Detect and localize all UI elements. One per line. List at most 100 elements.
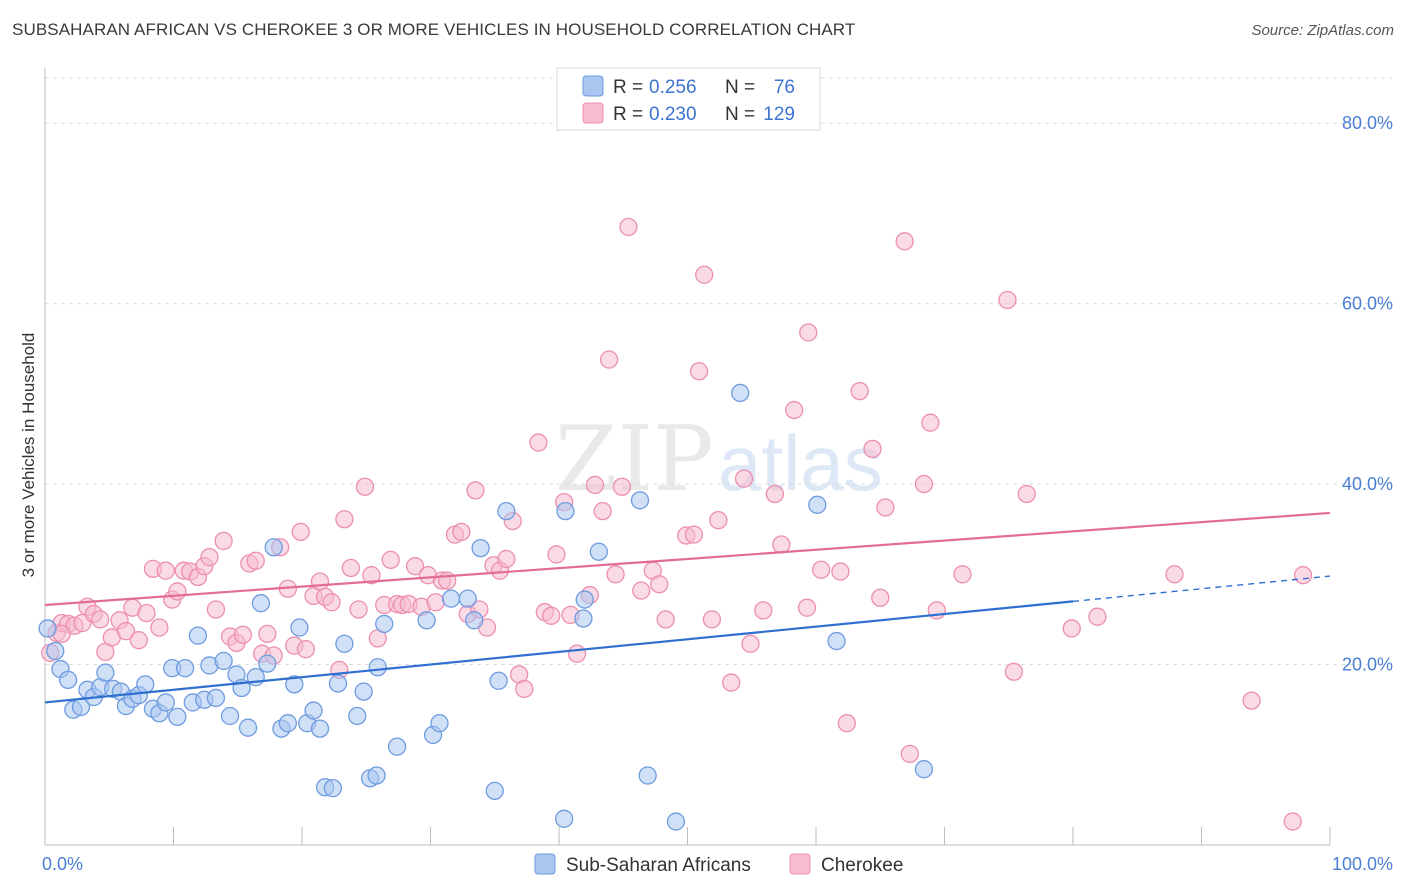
data-point-pink [734, 469, 754, 488]
data-point-pink [831, 562, 850, 581]
data-point-pink [529, 433, 548, 452]
data-point-blue [328, 674, 348, 693]
data-point-pink [466, 481, 485, 500]
data-point-blue [96, 663, 115, 682]
data-point-blue [206, 688, 226, 708]
legend-n-label-2: N = [725, 104, 755, 125]
data-point-blue [575, 590, 594, 609]
data-point-pink [585, 475, 605, 495]
data-point-pink [206, 600, 226, 619]
data-point-blue [387, 737, 407, 756]
data-point-blue [285, 675, 304, 694]
data-point-blue [335, 634, 354, 653]
data-point-pink [741, 634, 760, 653]
chart-title: SUBSAHARAN AFRICAN VS CHEROKEE 3 OR MORE… [12, 20, 856, 39]
data-point-pink [1062, 619, 1081, 638]
data-point-pink [547, 545, 566, 564]
trend-line-pink [44, 511, 1331, 607]
data-point-pink [156, 561, 175, 580]
data-point-pink [200, 547, 219, 567]
data-point-pink [785, 400, 804, 420]
data-point-pink [291, 522, 310, 542]
data-point-blue [38, 619, 57, 638]
chart-source: Source: ZipAtlas.com [1251, 22, 1394, 39]
watermark: ZIP atlas [555, 407, 883, 512]
trend-line-blue [44, 600, 1074, 704]
data-point-blue [323, 779, 342, 798]
trend-lines [44, 511, 1331, 704]
data-point-pink [1017, 484, 1036, 504]
data-point-pink [150, 618, 169, 637]
legend-r-label-2: R = [613, 104, 643, 125]
data-point-blue [556, 501, 575, 521]
data-point-blue [258, 654, 277, 673]
data-point-pink [335, 510, 354, 529]
data-point-pink [515, 679, 534, 699]
data-point-pink [656, 610, 675, 629]
y-axis-title: 3 or more Vehicles in Household [19, 333, 38, 578]
data-point-pink [876, 498, 895, 517]
data-point-pink [355, 477, 375, 496]
data-point-blue [136, 675, 155, 694]
data-point-blue [278, 714, 298, 733]
data-point-pink [998, 290, 1017, 310]
data-point-blue [375, 614, 394, 634]
data-point-pink [632, 581, 651, 600]
data-point-blue [808, 495, 827, 514]
data-point-pink [214, 531, 233, 551]
data-point-pink [921, 413, 940, 432]
data-point-pink [567, 644, 587, 663]
data-point-blue [630, 491, 650, 510]
data-point-pink [772, 535, 791, 554]
data-point-pink [754, 601, 773, 620]
data-point-blue [156, 693, 175, 712]
bottom-legend-swatch-pink [789, 853, 811, 875]
data-point-blue [220, 706, 240, 726]
tick-labels: 20.0% 40.0% 60.0% 80.0% 0.0% 100.0% [42, 113, 1393, 874]
legend-r-value-1: 0.256 [649, 77, 697, 98]
data-point-blue [290, 618, 309, 637]
data-point-pink [116, 621, 136, 641]
data-point-pink [722, 673, 741, 692]
y-tick-label: 40.0% [1342, 474, 1393, 494]
data-point-pink [168, 582, 187, 601]
bottom-legend-label-pink: Cherokee [821, 855, 903, 876]
x-tick-label: 100.0% [1332, 854, 1393, 874]
data-point-pink [381, 550, 400, 570]
data-point-blue [304, 701, 323, 720]
data-point-blue [310, 719, 330, 738]
data-points [38, 217, 1313, 831]
data-point-blue [251, 594, 271, 613]
data-point-pink [1004, 662, 1024, 681]
data-point-pink [129, 631, 148, 650]
data-point-pink [362, 566, 381, 585]
data-point-pink [619, 217, 638, 237]
data-point-pink [341, 558, 360, 578]
data-point-pink [702, 610, 722, 629]
legend-n-value-1: 76 [774, 77, 795, 98]
legend-r-label-1: R = [613, 77, 643, 98]
data-point-blue [589, 542, 608, 561]
data-point-blue [638, 766, 657, 785]
data-point-pink [612, 477, 632, 496]
data-point-blue [441, 589, 461, 608]
data-point-blue [175, 658, 195, 678]
data-point-pink [765, 484, 785, 504]
data-point-pink [137, 603, 156, 623]
bottom-legend: Sub-Saharan Africans Cherokee [534, 853, 903, 876]
x-tick-label: 0.0% [42, 854, 83, 874]
data-point-pink [799, 323, 818, 342]
data-point-pink [322, 593, 341, 612]
data-point-pink [850, 381, 869, 401]
data-point-pink [871, 588, 890, 607]
data-point-pink [953, 565, 972, 584]
data-point-blue [489, 671, 508, 690]
data-point-blue [574, 609, 593, 628]
data-point-blue [731, 383, 750, 403]
data-point-pink [689, 362, 709, 381]
data-point-blue [214, 651, 233, 671]
legend-swatch-blue [582, 75, 604, 97]
legend-r-value-2: 0.230 [649, 104, 697, 125]
gridlines [45, 77, 1392, 666]
